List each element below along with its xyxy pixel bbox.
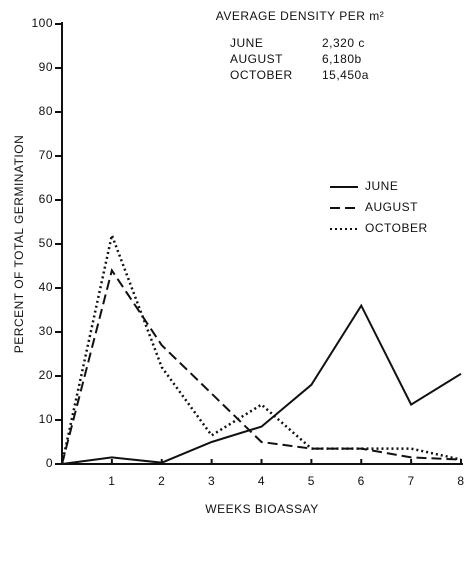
annotation-label: JUNE [230,36,263,50]
annotation-value: 2,320 c [322,36,365,50]
y-tick-label: 70 [39,148,53,162]
y-tick-label: 20 [39,368,53,382]
y-tick-label: 100 [31,16,53,30]
legend-label: JUNE [365,179,398,193]
x-tick-label: 8 [457,474,464,488]
series-line [61,267,462,465]
x-tick-label: 4 [258,474,265,488]
x-tick-label: 2 [158,474,165,488]
y-tick-label: 80 [39,104,53,118]
x-tick-label: 3 [208,474,215,488]
y-tick-label: 30 [39,324,53,338]
y-tick-label: 60 [39,192,53,206]
y-tick-label: 0 [46,456,53,470]
annotation-value: 6,180b [322,52,362,66]
legend-label: OCTOBER [365,221,428,235]
x-tick-label: 6 [358,474,365,488]
annotation-value: 15,450a [322,68,369,82]
series-line [60,230,462,465]
y-tick-label: 10 [39,412,53,426]
series-line [61,303,462,465]
legend-label: AUGUST [365,200,418,214]
y-tick-label: 90 [39,60,53,74]
y-axis-label: PERCENT OF TOTAL GERMINATION [12,135,26,353]
annotation-label: OCTOBER [230,68,293,82]
y-tick-label: 50 [39,236,53,250]
x-tick-label: 7 [408,474,415,488]
annotation-label: AUGUST [230,52,283,66]
x-tick-label: 1 [108,474,115,488]
x-axis-label: WEEKS BIOASSAY [205,502,318,516]
annotation-title: AVERAGE DENSITY PER m² [216,9,385,23]
y-tick-label: 40 [39,280,53,294]
x-tick-label: 5 [308,474,315,488]
